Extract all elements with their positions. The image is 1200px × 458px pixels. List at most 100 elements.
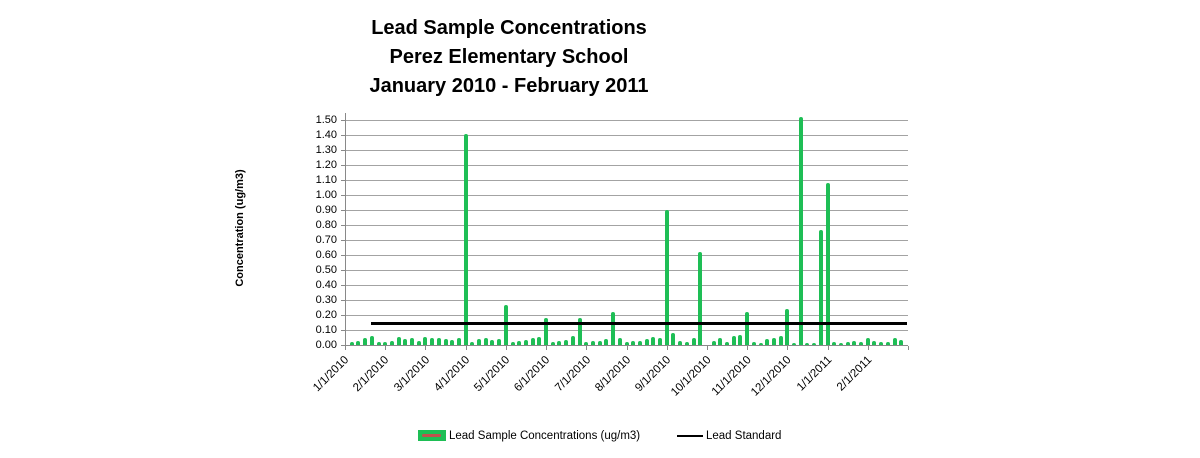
- y-axis-tick: [341, 240, 346, 241]
- y-axis-tick: [341, 345, 346, 346]
- y-axis-tick: [341, 135, 346, 136]
- y-axis-tick: [341, 165, 346, 166]
- sample-bar: [550, 342, 555, 345]
- sample-bar: [396, 336, 401, 345]
- x-tick-label: 7/1/2010: [552, 354, 593, 395]
- sample-bar: [523, 339, 528, 345]
- y-axis-tick: [341, 330, 346, 331]
- sample-bar: [664, 210, 669, 345]
- legend-bar-swatch: [418, 430, 446, 441]
- sample-bar: [691, 337, 696, 345]
- gridline: [345, 315, 908, 316]
- sample-bar: [885, 341, 890, 345]
- sample-bar: [597, 341, 602, 345]
- sample-bar: [879, 342, 884, 345]
- x-axis-tick: [827, 346, 829, 350]
- y-axis-tick: [341, 300, 346, 301]
- sample-bar: [577, 318, 582, 345]
- sample-bar: [416, 340, 421, 345]
- y-tick-label: 0.90: [315, 204, 337, 216]
- sample-bar: [859, 341, 864, 345]
- x-axis-tick: [345, 346, 346, 350]
- gridline: [345, 135, 908, 136]
- sample-bar: [798, 117, 803, 345]
- x-axis-tick: [546, 346, 548, 350]
- sample-bar: [530, 338, 535, 345]
- x-axis-tick: [465, 346, 467, 350]
- sample-bar: [765, 339, 770, 345]
- sample-bar: [631, 341, 636, 345]
- sample-bar: [557, 340, 562, 345]
- y-tick-label: 0.20: [315, 309, 337, 321]
- x-tick-label: 5/1/2010: [472, 354, 513, 395]
- gridline: [345, 330, 908, 331]
- sample-bar: [497, 339, 502, 345]
- x-tick-label: 12/1/2010: [749, 354, 794, 399]
- chart-title-line-3: January 2010 - February 2011: [369, 75, 649, 97]
- sample-bar: [805, 342, 810, 345]
- chart-title: Lead Sample Concentrations Perez Element…: [259, 14, 759, 101]
- lead-standard-line: [371, 321, 907, 325]
- sample-bar: [617, 338, 622, 345]
- sample-bar: [792, 343, 797, 345]
- x-axis-tick: [666, 346, 668, 350]
- gridline: [345, 180, 908, 181]
- gridline: [345, 300, 908, 301]
- sample-bar: [865, 338, 870, 345]
- sample-bar: [684, 341, 689, 345]
- sample-bar: [872, 340, 877, 345]
- sample-bar: [604, 339, 609, 345]
- x-tick-label: 8/1/2010: [592, 354, 633, 395]
- sample-bar: [537, 336, 542, 345]
- sample-bar: [845, 341, 850, 345]
- sample-bar: [678, 340, 683, 345]
- sample-bar: [463, 133, 468, 345]
- sample-bar: [892, 338, 897, 345]
- sample-bar: [644, 339, 649, 345]
- y-tick-label: 0.40: [315, 279, 337, 291]
- x-axis-tick: [505, 346, 507, 350]
- gridline: [345, 240, 908, 241]
- chart-title-line-1: Lead Sample Concentrations: [371, 17, 647, 39]
- y-axis-tick: [341, 150, 346, 151]
- x-tick-label: 3/1/2010: [391, 354, 432, 395]
- x-axis-tick: [626, 346, 628, 350]
- sample-bar: [544, 318, 549, 345]
- y-tick-label: 0.30: [315, 294, 337, 306]
- gridline: [345, 210, 908, 211]
- sample-bar: [436, 337, 441, 345]
- y-tick-label: 1.50: [315, 114, 337, 126]
- y-tick-label: 0.00: [315, 339, 337, 351]
- sample-bar: [376, 342, 381, 345]
- y-tick-label: 1.30: [315, 144, 337, 156]
- sample-bar: [349, 342, 354, 345]
- gridline: [345, 150, 908, 151]
- x-axis-tick: [867, 346, 869, 350]
- sample-bar: [818, 229, 823, 345]
- sample-bar: [383, 342, 388, 345]
- sample-bar: [356, 340, 361, 345]
- sample-bar: [771, 337, 776, 345]
- sample-bar: [483, 338, 488, 345]
- y-axis-tick: [341, 315, 346, 316]
- sample-bar: [658, 337, 662, 345]
- x-tick-label: 2/1/2010: [351, 354, 392, 395]
- sample-bar: [570, 336, 575, 345]
- gridline: [345, 195, 908, 196]
- sample-bar: [389, 340, 394, 345]
- y-tick-label: 1.00: [315, 189, 337, 201]
- sample-bar: [637, 340, 642, 345]
- sample-bar: [624, 342, 629, 345]
- sample-bar: [832, 341, 837, 345]
- sample-bar: [785, 309, 790, 345]
- sample-bar: [517, 340, 522, 345]
- y-tick-label: 0.70: [315, 234, 337, 246]
- gridline: [345, 255, 908, 256]
- sample-bar: [369, 336, 374, 345]
- y-tick-label: 0.80: [315, 219, 337, 231]
- sample-bar: [564, 339, 569, 345]
- sample-bar: [410, 337, 415, 345]
- y-axis-tick: [341, 225, 346, 226]
- legend-bar-swatch-inner: [422, 434, 441, 437]
